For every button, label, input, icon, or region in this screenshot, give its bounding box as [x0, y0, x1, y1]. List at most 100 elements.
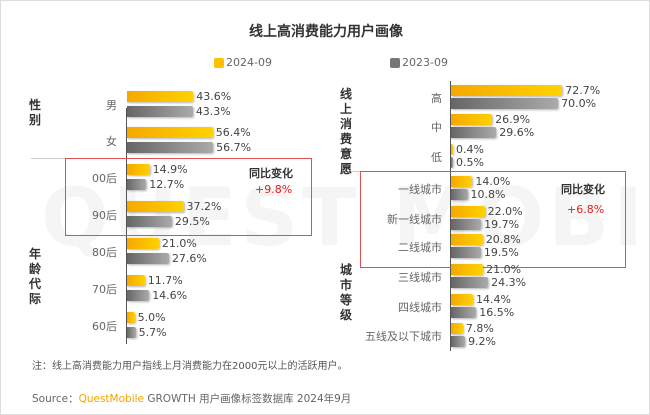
bar-2024-09 [451, 264, 484, 275]
bar-2024-09 [127, 312, 135, 323]
category-label: 70后 [92, 282, 117, 296]
category-label: 五线及以下城市 [365, 329, 442, 343]
bar-2024-09 [451, 114, 493, 125]
bar-2024-09 [451, 85, 563, 96]
data-label-2024-09: 26.9% [495, 113, 531, 126]
data-label-2023-09: 5.7% [138, 326, 167, 339]
category-label: 四线城市 [398, 300, 442, 314]
bar-2024-09 [127, 275, 145, 286]
legend-label-2023: 2023-09 [402, 56, 448, 69]
data-label-2024-09: 37.2% [186, 200, 222, 213]
bar-2023-09 [127, 290, 150, 301]
data-label-2023-09: 56.7% [216, 141, 252, 154]
category-label: 男 [106, 98, 117, 112]
group-label-age: 年龄代际 [28, 247, 41, 306]
bar-2023-09 [451, 336, 466, 347]
bar-2023-09 [127, 253, 169, 264]
data-label-2024-09: 14.9% [152, 163, 188, 176]
data-label-2024-09: 0.4% [456, 143, 484, 156]
right-yoy-value: +6.8% [567, 203, 605, 216]
bar-2024-09 [127, 91, 194, 102]
bar-2024-09 [127, 201, 184, 212]
data-label-2023-09: 14.6% [152, 289, 188, 302]
right-highlight-box [360, 171, 626, 268]
bar-2023-09 [451, 157, 453, 168]
bar-2023-09 [127, 142, 214, 153]
bar-2023-09 [451, 189, 468, 200]
left-yoy-value: +9.8% [255, 183, 293, 196]
category-label: 一线城市 [398, 182, 442, 196]
bar-2024-09 [451, 234, 483, 245]
category-label: 三线城市 [398, 270, 442, 284]
source-brand: QuestMobile [78, 393, 144, 405]
data-label-2024-09: 14.0% [475, 175, 511, 188]
data-label-2023-09: 12.7% [149, 178, 185, 191]
data-label-2024-09: 5.0% [137, 311, 166, 324]
data-label-2023-09: 0.5% [456, 156, 484, 169]
data-label-2023-09: 10.8% [470, 188, 506, 201]
bar-2023-09 [451, 307, 477, 318]
data-label-2023-09: 19.5% [483, 246, 519, 259]
legend-swatch-2024 [214, 58, 224, 68]
bar-2023-09 [451, 127, 497, 138]
bar-2024-09 [451, 323, 463, 334]
group-label-city: 城市等级 [339, 263, 352, 322]
data-label-2023-09: 16.5% [479, 306, 515, 319]
category-label: 80后 [92, 245, 117, 259]
left-highlight-box [65, 158, 312, 236]
bar-2024-09 [451, 176, 473, 187]
data-label-2024-09: 22.0% [487, 205, 523, 218]
group-label-gender: 性别 [28, 98, 41, 127]
bar-2023-09 [451, 98, 559, 109]
chart-title: 线上高消费能力用户画像 [249, 24, 403, 40]
bar-2024-09 [127, 127, 213, 138]
bar-2023-09 [127, 106, 193, 117]
source-prefix: Source： [32, 393, 79, 405]
category-label: 高 [431, 91, 442, 105]
data-label-2024-09: 7.8% [465, 322, 494, 335]
data-label-2023-09: 29.5% [174, 215, 210, 228]
data-label-2024-09: 21.0% [486, 263, 522, 276]
legend-swatch-2023 [390, 58, 400, 68]
data-label-2024-09: 72.7% [565, 84, 601, 97]
data-label-2023-09: 29.6% [499, 126, 535, 139]
bar-2024-09 [451, 144, 453, 155]
bar-2023-09 [127, 327, 136, 338]
right-yoy-label: 同比变化 [561, 183, 605, 196]
category-label: 60后 [92, 319, 117, 333]
category-label: 中 [431, 120, 442, 134]
bar-2024-09 [451, 294, 474, 305]
right-axis [450, 81, 451, 351]
data-label-2024-09: 20.8% [485, 233, 521, 246]
data-label-2023-09: 24.3% [491, 276, 527, 289]
data-label-2024-09: 43.6% [196, 90, 232, 103]
bar-2023-09 [127, 179, 147, 190]
data-label-2023-09: 9.2% [468, 335, 497, 348]
category-label: 女 [106, 134, 117, 148]
bar-2023-09 [451, 277, 489, 288]
category-label: 二线城市 [398, 240, 442, 254]
bar-2023-09 [127, 216, 172, 227]
data-label-2024-09: 21.0% [161, 237, 197, 250]
data-label-2024-09: 56.4% [215, 126, 251, 139]
category-label: 00后 [92, 171, 117, 185]
data-label-2023-09: 19.7% [484, 218, 520, 231]
source-line: Source：QuestMobile GROWTH 用户画像标签数据库 2024… [32, 391, 351, 406]
category-label: 低 [431, 150, 442, 164]
bar-2024-09 [451, 206, 485, 217]
source-text: GROWTH 用户画像标签数据库 2024年9月 [144, 393, 352, 405]
bar-2024-09 [127, 238, 159, 249]
group-label-intent: 线上消费意愿 [339, 87, 352, 176]
category-label: 90后 [92, 208, 117, 222]
legend-label-2024: 2024-09 [226, 56, 272, 69]
footnote: 注：线上高消费能力用户指线上月消费能力在2000元以上的活跃用户。 [32, 361, 348, 372]
data-label-2023-09: 70.0% [561, 97, 597, 110]
bar-2023-09 [451, 247, 481, 258]
left-yoy-label: 同比变化 [249, 167, 293, 180]
data-label-2024-09: 14.4% [476, 293, 511, 306]
bar-2024-09 [127, 164, 150, 175]
left-axis [126, 108, 127, 344]
data-label-2023-09: 27.6% [171, 252, 207, 265]
data-label-2024-09: 11.7% [147, 274, 183, 287]
